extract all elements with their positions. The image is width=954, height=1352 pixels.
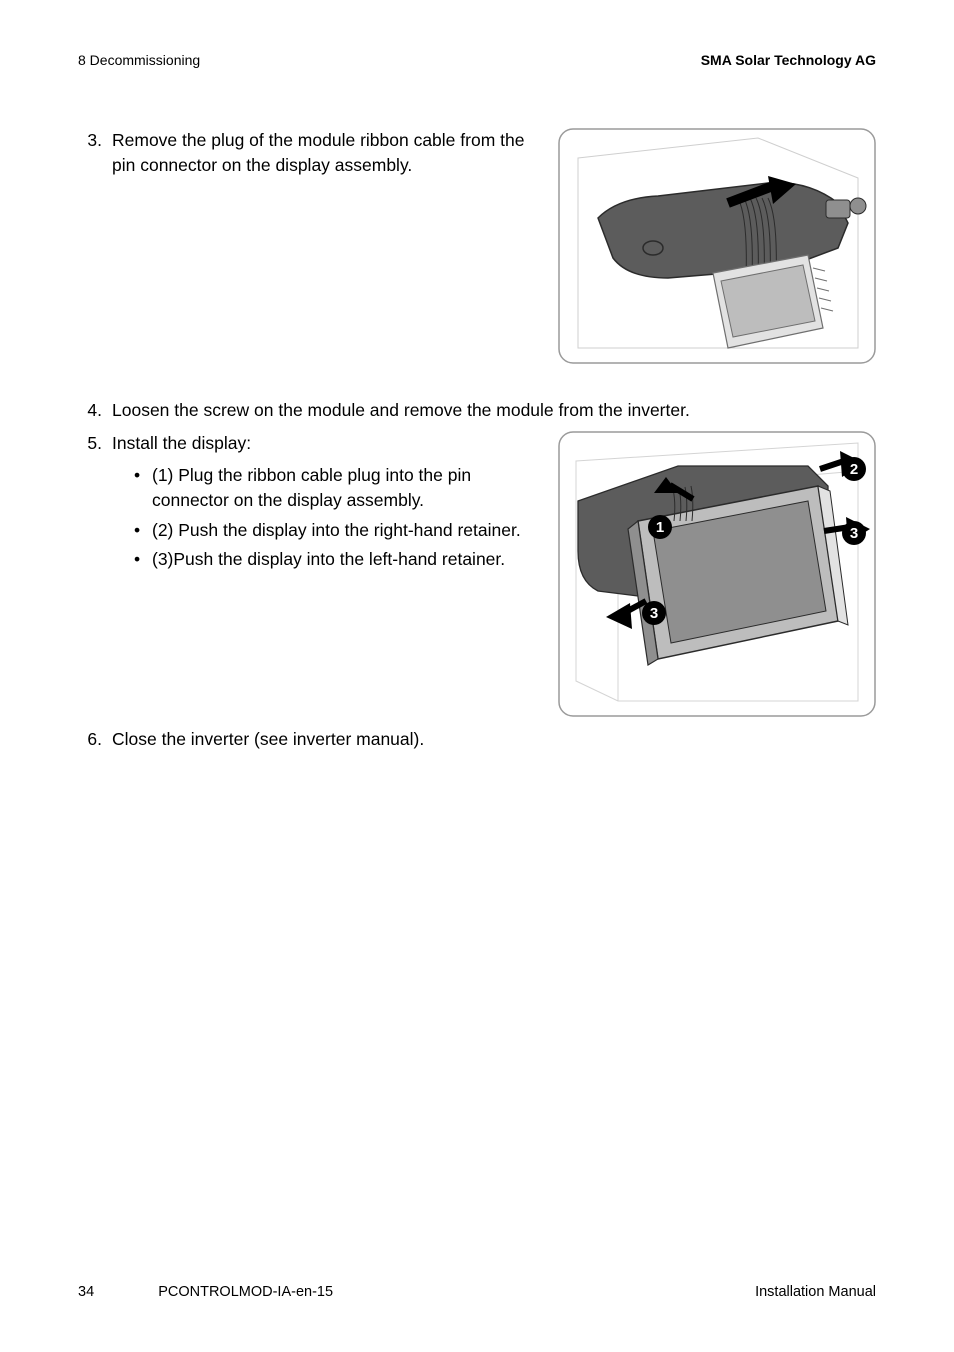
doc-id: PCONTROLMOD-IA-en-15: [158, 1284, 333, 1300]
spacer: [78, 364, 876, 398]
list-item: 4. Loosen the screw on the module and re…: [78, 398, 876, 423]
unplug-illustration-icon: [558, 128, 876, 364]
install-illustration-icon: 2 3 1 3: [558, 431, 876, 717]
bullet-text: (3)Push the display into the left-hand r…: [152, 547, 505, 572]
header-company: SMA Solar Technology AG: [701, 52, 876, 68]
spacer: [78, 717, 876, 727]
list-item: 3. Remove the plug of the module ribbon …: [78, 128, 540, 179]
step-5-intro: Install the display:: [112, 433, 251, 453]
svg-text:2: 2: [850, 461, 858, 478]
list-item: 6. Close the inverter (see inverter manu…: [78, 727, 876, 752]
list-text: Loosen the screw on the module and remov…: [112, 398, 876, 423]
bullet-icon: •: [134, 463, 152, 488]
list-number: 3.: [78, 128, 112, 153]
bullet-icon: •: [134, 547, 152, 572]
page-header: 8 Decommissioning SMA Solar Technology A…: [78, 52, 876, 68]
list-number: 6.: [78, 727, 112, 752]
step-3-text-block: 3. Remove the plug of the module ribbon …: [78, 128, 540, 187]
svg-text:1: 1: [656, 519, 664, 536]
bullet-item: • (2) Push the display into the right-ha…: [134, 518, 540, 543]
list-text: Close the inverter (see inverter manual)…: [112, 727, 876, 752]
svg-text:3: 3: [850, 525, 858, 542]
bullet-item: • (1) Plug the ribbon cable plug into th…: [134, 463, 540, 514]
step-3-row: 3. Remove the plug of the module ribbon …: [78, 128, 876, 364]
header-section: 8 Decommissioning: [78, 52, 200, 68]
footer-right: Installation Manual: [755, 1284, 876, 1300]
bullet-text: (2) Push the display into the right-hand…: [152, 518, 521, 543]
step-5-text-block: 5. Install the display: • (1) Plug the r…: [78, 431, 540, 584]
svg-text:3: 3: [650, 605, 658, 622]
footer-left: 34 PCONTROLMOD-IA-en-15: [78, 1284, 333, 1300]
page-footer: 34 PCONTROLMOD-IA-en-15 Installation Man…: [78, 1284, 876, 1300]
step-5-row: 5. Install the display: • (1) Plug the r…: [78, 431, 876, 717]
page-number: 34: [78, 1284, 94, 1300]
figure-install: 2 3 1 3: [558, 431, 876, 717]
bullet-item: • (3)Push the display into the left-hand…: [134, 547, 540, 572]
figure-unplug: [558, 128, 876, 364]
list-number: 4.: [78, 398, 112, 423]
page: 8 Decommissioning SMA Solar Technology A…: [0, 0, 954, 1352]
bullet-icon: •: [134, 518, 152, 543]
bullet-list: • (1) Plug the ribbon cable plug into th…: [112, 463, 540, 573]
list-item: 5. Install the display: • (1) Plug the r…: [78, 431, 540, 576]
list-number: 5.: [78, 431, 112, 456]
list-text: Remove the plug of the module ribbon cab…: [112, 128, 540, 179]
content-body: 3. Remove the plug of the module ribbon …: [78, 128, 876, 753]
list-text: Install the display: • (1) Plug the ribb…: [112, 431, 540, 576]
bullet-text: (1) Plug the ribbon cable plug into the …: [152, 463, 540, 514]
